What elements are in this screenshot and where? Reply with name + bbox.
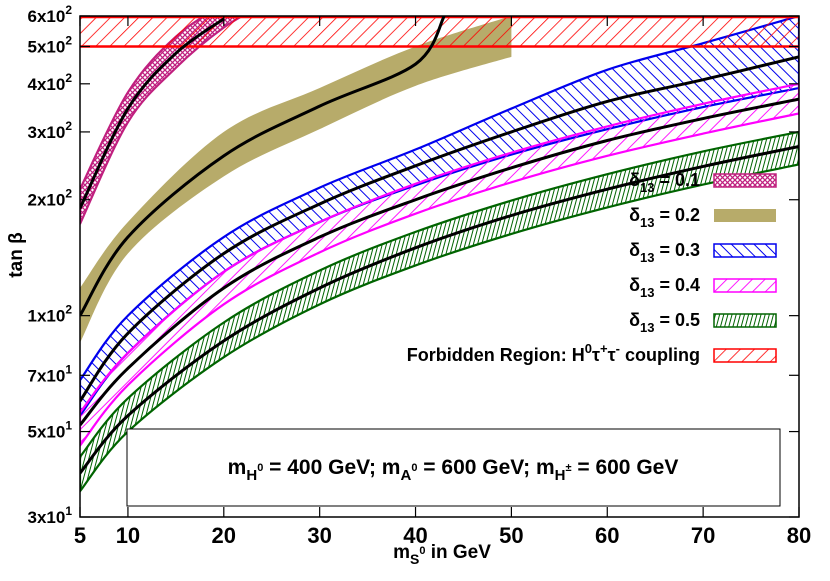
x-tick-label: 40 <box>403 523 427 548</box>
y-tick-label: 5x101 <box>27 419 72 442</box>
legend: δ13 = 0.1 δ13 = 0.2 δ13 = 0.3 δ13 = 0.4 δ13 … <box>407 170 777 365</box>
y-tick-label: 5x102 <box>27 33 72 56</box>
y-tick-label: 1x102 <box>27 303 72 326</box>
plot-frame <box>79 15 800 518</box>
legend-swatch <box>714 209 776 222</box>
band-series-1 <box>80 16 245 225</box>
legend-swatch <box>713 313 777 328</box>
y-tick-label: 3x102 <box>27 119 72 142</box>
y-axis: 3x101 5x101 7x101 1x102 2x102 3x102 4x102 5x102… <box>27 3 799 527</box>
central-line-3 <box>80 55 799 402</box>
x-tick-label: 60 <box>595 523 619 548</box>
x-tick-label: 70 <box>691 523 715 548</box>
band-series-5 <box>80 130 799 493</box>
y-tick-label: 6x102 <box>27 3 72 26</box>
central-line-4 <box>80 97 799 426</box>
legend-label: δ13 = 0.1 <box>629 170 700 195</box>
legend-swatch <box>713 243 777 258</box>
central-line-layer <box>80 16 799 475</box>
legend-label: δ13 = 0.5 <box>629 310 700 335</box>
band-layer <box>80 16 799 493</box>
legend-label: δ13 = 0.3 <box>629 240 700 265</box>
central-line-2 <box>80 16 446 317</box>
x-axis: 5 10 20 30 40 50 60 70 80 <box>74 16 811 548</box>
legend-label: Forbidden Region: H0τ+τ- coupling <box>407 341 700 365</box>
x-tick-label: 20 <box>212 523 236 548</box>
legend-swatch <box>713 173 777 188</box>
y-tick-label: 2x102 <box>27 187 72 210</box>
x-axis-title: mS0 in GeV <box>393 542 491 567</box>
y-tick-label: 3x101 <box>27 504 72 527</box>
y-tick-label: 4x102 <box>27 71 72 94</box>
x-tick-label: 10 <box>116 523 140 548</box>
legend-label: δ13 = 0.4 <box>629 275 700 300</box>
central-line-1 <box>80 17 225 209</box>
legend-swatch <box>713 278 777 293</box>
x-tick-label: 5 <box>74 523 86 548</box>
x-tick-label: 80 <box>787 523 811 548</box>
band-series-4 <box>80 82 799 448</box>
legend-label: δ13 = 0.2 <box>629 205 700 230</box>
x-tick-label: 30 <box>307 523 331 548</box>
x-tick-label: 50 <box>499 523 523 548</box>
y-axis-title: tan β <box>6 232 27 277</box>
annotation-box <box>126 428 781 507</box>
legend-swatch <box>713 348 777 363</box>
central-line-5 <box>80 145 799 475</box>
band-series-2 <box>80 16 512 343</box>
y-tick-label: 7x101 <box>27 362 72 385</box>
